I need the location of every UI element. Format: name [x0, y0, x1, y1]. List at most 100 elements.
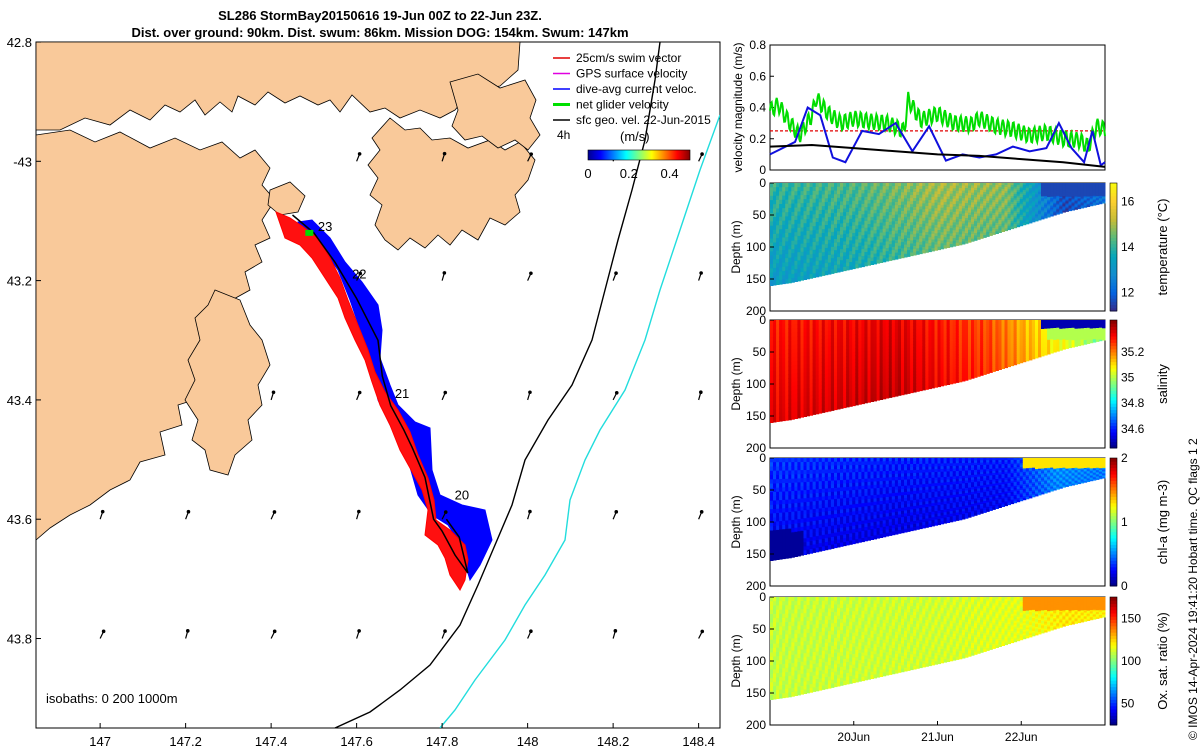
- section-cell: [858, 348, 862, 353]
- section-cell: [1028, 338, 1033, 341]
- section-cell: [1035, 198, 1039, 201]
- section-cell: [873, 333, 877, 338]
- section-cell: [1031, 210, 1036, 213]
- section-cell: [782, 279, 786, 285]
- section-cell: [858, 362, 862, 367]
- section-cell: [934, 197, 938, 201]
- section-cell: [1022, 320, 1027, 323]
- section-cell: [1031, 331, 1036, 334]
- section-cell: [1016, 192, 1021, 195]
- section-cell: [995, 187, 999, 190]
- section-cell: [983, 331, 987, 335]
- section-cell: [1019, 202, 1024, 205]
- section-cell: [855, 207, 859, 212]
- section-cell: [919, 209, 923, 213]
- section-cell: [1022, 207, 1027, 210]
- section-cell: [852, 334, 856, 339]
- section-cell: [925, 322, 929, 327]
- section-cell: [995, 330, 999, 334]
- section-cell: [925, 226, 929, 230]
- section-cell: [773, 246, 777, 252]
- section-cell: [858, 218, 862, 223]
- section-cell: [946, 346, 951, 351]
- section-cell: [846, 219, 850, 224]
- section-cell: [919, 322, 923, 327]
- section-cell: [1050, 185, 1054, 188]
- section-cell: [934, 185, 938, 190]
- section-cell: [837, 212, 841, 217]
- section-cell: [968, 324, 972, 328]
- section-cell: [779, 357, 783, 363]
- section-cell: [864, 382, 868, 387]
- section-cell: [904, 189, 908, 193]
- section-cell: [1001, 328, 1005, 331]
- section-cell: [1025, 348, 1030, 352]
- section-cell: [992, 354, 996, 357]
- section-cell: [770, 281, 774, 286]
- section-cell: [834, 261, 838, 266]
- section-cell: [1022, 200, 1027, 203]
- section-cell: [773, 337, 777, 342]
- section-cell: [964, 238, 969, 242]
- section-cell: [1022, 212, 1027, 215]
- section-cell: [901, 391, 905, 396]
- section-cell: [1080, 200, 1085, 203]
- section-cell: [852, 362, 856, 367]
- section-cell: [812, 210, 817, 215]
- section-cell: [894, 189, 899, 194]
- section-cell: [1038, 352, 1042, 355]
- section-cell: [937, 213, 941, 217]
- section-cell: [1016, 332, 1021, 336]
- section-cell: [928, 382, 932, 387]
- section-cell: [1050, 206, 1054, 209]
- section-cell: [964, 215, 969, 219]
- section-cell: [897, 208, 902, 212]
- section-cell: [840, 260, 844, 265]
- section-cell: [861, 214, 865, 219]
- section-cell: [1086, 194, 1091, 197]
- section-cell: [885, 362, 890, 366]
- section-cell: [1016, 356, 1021, 359]
- section-cell: [952, 341, 957, 345]
- section-cell: [867, 210, 871, 215]
- section-cell: [861, 242, 865, 247]
- section-cell: [894, 323, 899, 327]
- section-cell: [830, 205, 835, 210]
- section-cell: [946, 193, 951, 197]
- section-cell: [876, 246, 881, 251]
- section-cell: [1053, 201, 1057, 204]
- section-cell: [809, 411, 814, 416]
- section-cell: [934, 378, 938, 383]
- section-cell: [946, 341, 951, 345]
- section-cell: [824, 323, 829, 329]
- section-cell: [843, 323, 847, 328]
- section-cell: [1080, 201, 1085, 204]
- section-cell: [891, 374, 896, 379]
- section-cell: [812, 406, 817, 411]
- section-cell: [776, 358, 780, 363]
- section-cell: [873, 203, 877, 208]
- section-cell: [888, 183, 893, 187]
- section-cell: [1047, 184, 1051, 187]
- section-cell: [837, 394, 841, 399]
- section-cell: [986, 225, 990, 228]
- section-cell: [968, 352, 972, 356]
- section-cell: [986, 198, 990, 202]
- section-cell: [946, 322, 951, 326]
- section-cell: [824, 392, 829, 397]
- section-cell: [821, 229, 826, 234]
- section-cell: [1098, 185, 1103, 188]
- section-cell: [1004, 224, 1008, 228]
- section-cell: [806, 210, 810, 216]
- section-cell: [1035, 200, 1039, 203]
- section-cell: [910, 234, 914, 238]
- section-cell: [1010, 217, 1015, 220]
- section-cell: [934, 238, 938, 243]
- section-cell: [1092, 183, 1097, 186]
- section-cell: [1025, 201, 1030, 204]
- section-cell: [1041, 194, 1045, 197]
- section-cell: [770, 247, 774, 252]
- section-cell: [1019, 357, 1024, 360]
- section-cell: [1083, 187, 1088, 189]
- section-cell: [830, 365, 835, 370]
